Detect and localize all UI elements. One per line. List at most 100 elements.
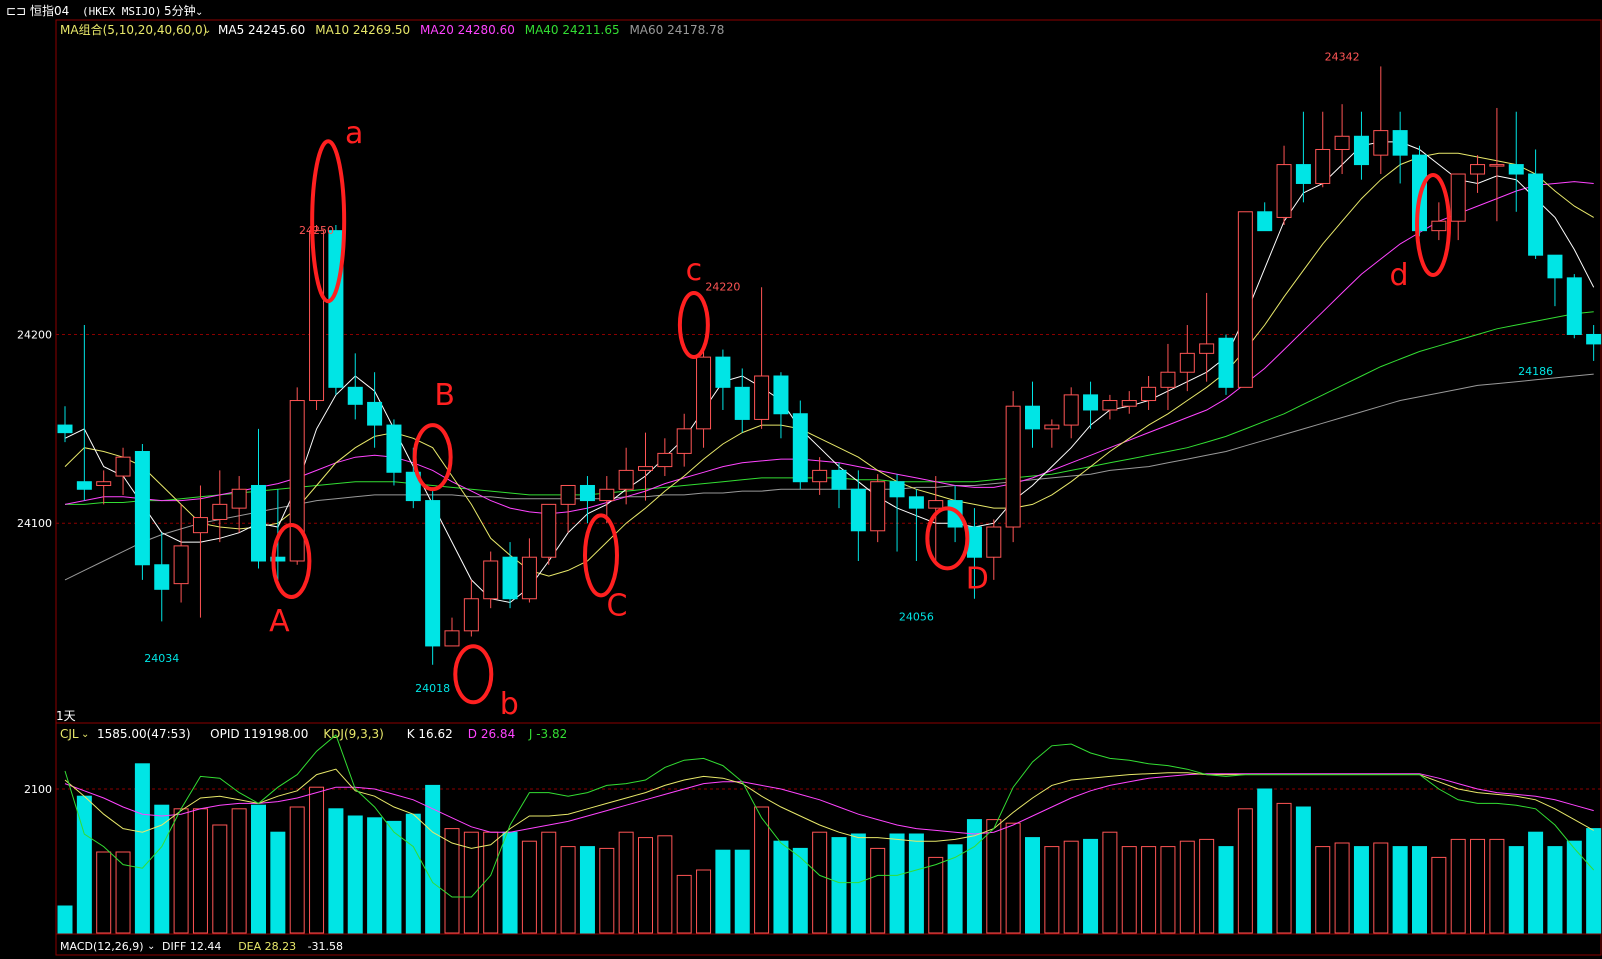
- candle[interactable]: [638, 432, 653, 501]
- volume-bar[interactable]: [231, 808, 247, 934]
- candle[interactable]: [850, 470, 866, 561]
- volume-bar[interactable]: [270, 831, 286, 934]
- volume-bar[interactable]: [870, 847, 886, 934]
- volume-bar[interactable]: [638, 837, 653, 934]
- volume-bar[interactable]: [812, 831, 828, 934]
- volume-bar[interactable]: [676, 874, 692, 934]
- chevron-down-icon[interactable]: ⌄: [203, 25, 211, 36]
- volume-bar[interactable]: [1218, 846, 1234, 934]
- volume-bar[interactable]: [618, 831, 634, 934]
- volume-bar[interactable]: [792, 847, 808, 934]
- candle[interactable]: [986, 519, 1002, 580]
- candle[interactable]: [1295, 111, 1311, 203]
- volume-bar[interactable]: [251, 804, 266, 934]
- volume-bar[interactable]: [560, 846, 576, 934]
- volume-bar[interactable]: [502, 831, 518, 934]
- volume-bar[interactable]: [579, 846, 595, 934]
- candle[interactable]: [1315, 111, 1331, 188]
- symbol-name[interactable]: 恒指04: [30, 3, 69, 18]
- candle[interactable]: [521, 538, 537, 603]
- candle[interactable]: [1199, 292, 1215, 382]
- candle[interactable]: [1141, 376, 1157, 410]
- candle[interactable]: [715, 349, 731, 410]
- volume-bar[interactable]: [1063, 840, 1079, 934]
- candle[interactable]: [1179, 325, 1195, 392]
- ma-group-label[interactable]: MA组合(5,10,20,40,60,0): [60, 22, 207, 37]
- candle[interactable]: [773, 372, 789, 439]
- volume-bar[interactable]: [405, 813, 421, 934]
- volume-bar[interactable]: [850, 833, 866, 934]
- candle[interactable]: [657, 438, 673, 477]
- candle[interactable]: [696, 343, 712, 448]
- candle[interactable]: [1025, 381, 1040, 448]
- candle[interactable]: [541, 503, 557, 565]
- volume-bar[interactable]: [831, 837, 847, 934]
- volume-bar[interactable]: [521, 840, 537, 934]
- volume-bar[interactable]: [1431, 856, 1447, 934]
- candle[interactable]: [231, 476, 247, 533]
- volume-bar[interactable]: [192, 808, 208, 934]
- chevron-down-icon[interactable]: ⌄: [195, 7, 203, 18]
- candle[interactable]: [831, 462, 847, 509]
- volume-bar[interactable]: [1121, 846, 1137, 934]
- volume-bar[interactable]: [444, 828, 460, 934]
- volume-bar[interactable]: [367, 817, 383, 934]
- volume-bar[interactable]: [347, 815, 363, 934]
- volume-bar[interactable]: [289, 806, 305, 934]
- volume-bar[interactable]: [1025, 837, 1040, 934]
- candle[interactable]: [1450, 173, 1466, 241]
- macd-label[interactable]: MACD(12,26,9): [60, 940, 144, 953]
- volume-bar[interactable]: [173, 808, 189, 934]
- volume-bar[interactable]: [773, 840, 789, 934]
- volume-bar[interactable]: [947, 844, 963, 934]
- volume-bar[interactable]: [908, 833, 924, 934]
- volume-bar[interactable]: [425, 784, 441, 934]
- candle[interactable]: [1218, 334, 1234, 395]
- volume-bar[interactable]: [1470, 838, 1486, 934]
- candle[interactable]: [57, 406, 73, 443]
- candle[interactable]: [76, 325, 92, 501]
- volume-bar[interactable]: [1276, 802, 1292, 934]
- candle[interactable]: [154, 532, 170, 622]
- candle[interactable]: [1431, 202, 1447, 241]
- candle[interactable]: [1373, 66, 1389, 175]
- candle[interactable]: [502, 542, 518, 609]
- candle[interactable]: [908, 489, 924, 561]
- volume-bar[interactable]: [463, 831, 479, 934]
- candle[interactable]: [1586, 325, 1602, 361]
- volume-bar[interactable]: [154, 804, 170, 934]
- candle[interactable]: [1121, 391, 1137, 414]
- candle[interactable]: [1528, 149, 1544, 259]
- candle[interactable]: [1102, 394, 1118, 420]
- candle[interactable]: [1566, 274, 1582, 339]
- volume-bar[interactable]: [734, 849, 750, 934]
- volume-bar[interactable]: [1547, 846, 1563, 934]
- volume-bar[interactable]: [1199, 838, 1215, 934]
- candle[interactable]: [192, 485, 208, 618]
- volume-bar[interactable]: [986, 819, 1002, 934]
- candle[interactable]: [1063, 387, 1079, 439]
- volume-bar[interactable]: [483, 831, 499, 934]
- volume-bar[interactable]: [696, 869, 712, 934]
- volume-bar[interactable]: [1257, 788, 1273, 934]
- volume-bar[interactable]: [889, 833, 905, 934]
- volume-bar[interactable]: [599, 847, 615, 934]
- candle[interactable]: [1392, 111, 1408, 184]
- volume-bar[interactable]: [966, 819, 982, 934]
- candle[interactable]: [1489, 107, 1505, 222]
- volume-bar[interactable]: [115, 851, 131, 934]
- candle[interactable]: [889, 474, 905, 552]
- candle[interactable]: [1470, 155, 1486, 193]
- candle[interactable]: [212, 470, 228, 543]
- candle[interactable]: [928, 476, 944, 561]
- volume-bar[interactable]: [1566, 840, 1582, 934]
- volume-bar[interactable]: [1237, 808, 1253, 934]
- period-selector[interactable]: 5分钟: [164, 3, 196, 18]
- candle[interactable]: [444, 617, 460, 647]
- candle[interactable]: [367, 372, 383, 448]
- volume-bar[interactable]: [1179, 840, 1195, 934]
- candle[interactable]: [618, 447, 634, 505]
- volume-bar[interactable]: [1528, 831, 1544, 934]
- volume-bar[interactable]: [212, 824, 228, 934]
- volume-bar[interactable]: [541, 831, 557, 934]
